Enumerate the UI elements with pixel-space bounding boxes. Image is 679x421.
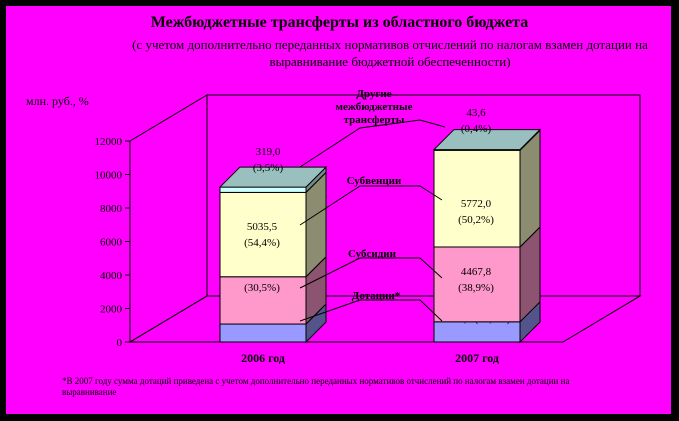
chart-subtitle: (с учетом дополнительно переданных норма…: [132, 37, 648, 69]
y-tick-label: 6000: [100, 237, 123, 249]
category-label: 2007 год: [455, 351, 499, 365]
y-tick-label: 10000: [95, 170, 123, 182]
bar-top: [432, 129, 542, 151]
bar-segment: [219, 191, 307, 278]
bar-segment: [433, 149, 521, 248]
floor: [128, 295, 642, 343]
data-label: 5772,0 (50,2%): [458, 198, 494, 226]
footnote: *В 2007 году сумма дотаций приведена с у…: [62, 376, 570, 397]
data-label: 4467,8 (38,9%): [458, 266, 494, 294]
chart-background: [6, 6, 671, 414]
data-label: 5035,5 (54,4%): [244, 221, 280, 249]
bar-segment: [433, 246, 521, 323]
bar-segment: [219, 276, 307, 325]
y-tick-label: 8000: [100, 203, 123, 215]
series-callout-leader: [299, 185, 443, 226]
data-label: 43,6 (0,4%): [461, 107, 492, 135]
y-tick-label: 0: [117, 337, 123, 349]
data-label: 319,0 (3,5%): [253, 146, 284, 174]
side-wall: [129, 94, 208, 343]
series-label: Дотации*: [352, 290, 401, 302]
series-callout-leader: [299, 299, 443, 322]
series-callout-leader: [299, 257, 443, 289]
y-tick-label: 2000: [100, 304, 123, 316]
unit-label: млн. руб., %: [26, 94, 89, 108]
bar-segment: [219, 323, 307, 343]
series-label: Субвенции: [347, 175, 402, 187]
chart-title: Межбюджетные трансферты из областного бю…: [150, 14, 529, 31]
series-label: Другие межбюджетные трансферты: [336, 88, 413, 126]
bar-top: [218, 166, 328, 188]
y-tick-label: 4000: [100, 270, 123, 282]
category-label: 2006 год: [241, 351, 285, 365]
y-tick-label: 12000: [95, 136, 123, 148]
series-callout-leader: [299, 119, 446, 168]
bar-segment: [219, 186, 307, 193]
series-label: Субсидии: [348, 248, 397, 260]
